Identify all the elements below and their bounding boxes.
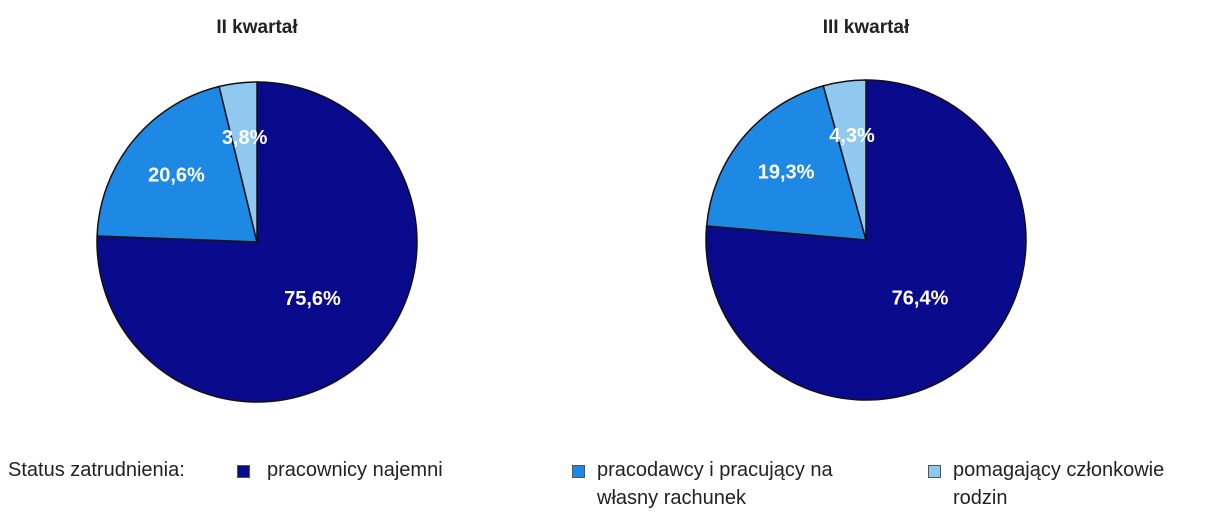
pie-slice [705, 84, 868, 241]
data-label: 4,3% [829, 125, 875, 147]
pie-slice [218, 81, 258, 243]
data-label: 20,6% [148, 164, 205, 186]
legend-label: pracodawcy i pracujący na własny rachune… [597, 459, 833, 509]
data-label: 19,3% [758, 162, 815, 184]
legend-label: pomagający członkowie rodzin [953, 459, 1165, 509]
data-label: 75,6% [284, 288, 341, 310]
data-label: 76,4% [892, 287, 949, 309]
charts: II kwartał 75,6% 20,6% 3,8% III kwartał 76,4%… [96, 17, 1027, 403]
chart-title: III kwartał [823, 17, 910, 38]
legend-swatch [928, 465, 941, 478]
legend-title: Status zatrudnienia: [8, 459, 185, 481]
legend-swatch [572, 465, 585, 478]
chart-title: II kwartał [216, 17, 298, 38]
legend-label: pracownicy najemni [267, 459, 443, 481]
data-label: 3,8% [222, 127, 268, 149]
pie-slice [96, 85, 258, 243]
pie-slice [822, 79, 867, 241]
legend-swatch [237, 465, 250, 478]
